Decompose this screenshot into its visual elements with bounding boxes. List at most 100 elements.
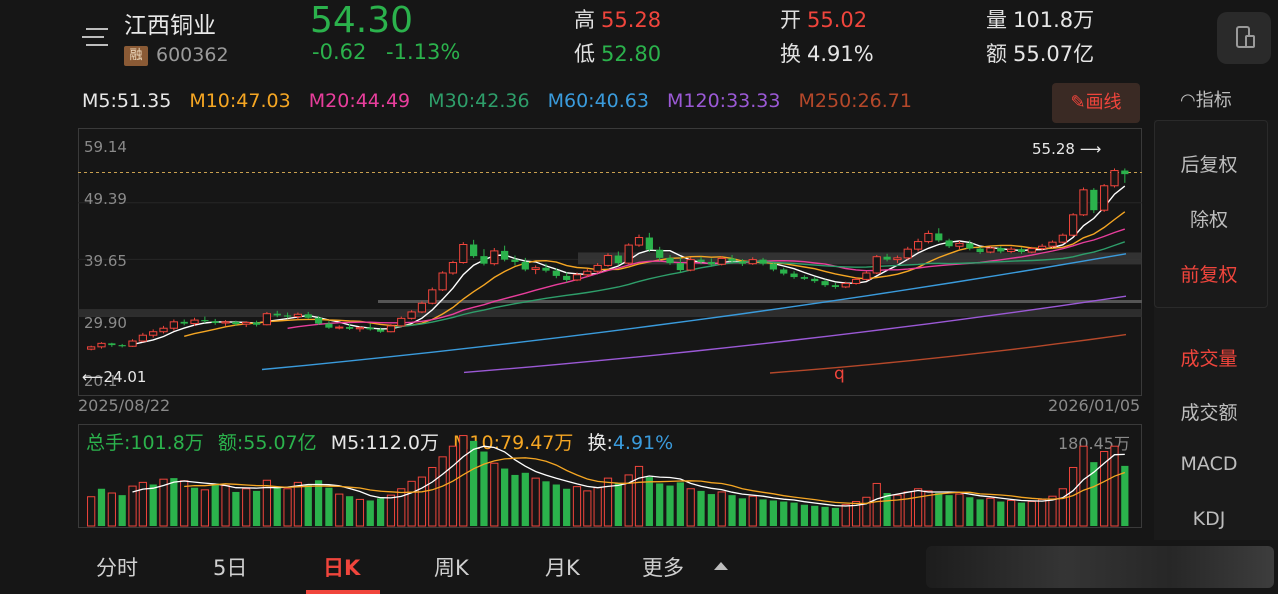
caret-up-icon[interactable]	[714, 562, 728, 570]
volume-bar-down	[800, 504, 809, 526]
volume-bar-down	[273, 486, 281, 526]
candle-up	[386, 325, 396, 333]
amount-stat: 额 55.07亿	[986, 42, 1095, 66]
volume-bar-down	[149, 484, 157, 526]
volume-bar-up	[417, 476, 427, 527]
candle-down	[314, 317, 323, 324]
volume-legend: 总手:101.8万 额:55.07亿 M5:112.0万 M10:79.47万 …	[86, 428, 673, 455]
candle-down	[480, 256, 488, 264]
low-stat: 低 52.80	[574, 42, 662, 66]
volume-bar-up	[572, 486, 582, 527]
candle-up	[893, 257, 902, 261]
volume-bar-down	[821, 506, 829, 526]
draw-line-button[interactable]: ✎画线	[1052, 83, 1140, 123]
stock-name: 江西铜业	[124, 13, 216, 39]
candle-down	[614, 255, 622, 264]
sidebar-item-volume[interactable]: 成交量	[1180, 348, 1238, 370]
tab-more[interactable]: 更多	[642, 556, 684, 580]
volume-bar-up	[283, 488, 292, 527]
candle-up	[1027, 248, 1036, 253]
volume-bar-down	[252, 490, 261, 526]
candle-down	[501, 250, 509, 260]
volume-bar-down	[945, 495, 953, 526]
volume-bar-up	[242, 488, 251, 527]
volume-bar-down	[97, 488, 106, 526]
sidebar-item-post-adjust[interactable]: 后复权	[1180, 154, 1238, 176]
candle-up	[851, 278, 861, 284]
volume-bar-up	[221, 485, 230, 527]
candle-up	[490, 250, 499, 265]
candle-up	[221, 321, 230, 324]
ma-legend: M5:51.35 M10:47.03 M20:44.49 M30:42.36 M…	[82, 90, 924, 112]
vol-turnover-label: 换:	[587, 432, 613, 454]
candle-up	[717, 257, 726, 265]
total-volume: 总手:101.8万	[86, 432, 204, 454]
support-band	[578, 252, 1142, 265]
ma10-label: M10:47.03	[189, 90, 291, 112]
candle-up	[1069, 214, 1078, 236]
volume-bar-down	[1121, 465, 1129, 526]
volume-bar-up	[200, 489, 209, 527]
candle-down	[759, 259, 767, 264]
candle-up	[872, 256, 881, 274]
volume-bar-down	[325, 487, 333, 526]
candle-up	[355, 327, 365, 330]
arrow-right-icon: ⟶	[1079, 140, 1102, 158]
sidebar-item-amount[interactable]: 成交额	[1180, 402, 1238, 424]
sidebar-item-ex-rights[interactable]: 除权	[1189, 209, 1228, 231]
volume-chart[interactable]	[78, 424, 1142, 528]
tab-monthly-k[interactable]: 月K	[545, 556, 580, 580]
volume-bar-up	[593, 487, 602, 527]
candle-up	[531, 267, 540, 271]
candle-up	[748, 259, 757, 265]
price-change: -0.62	[312, 40, 367, 64]
volume-bar-down	[790, 502, 798, 526]
volume-bar-down	[676, 482, 684, 526]
volume-bar-up	[903, 491, 912, 527]
device-switch-button[interactable]	[1217, 12, 1271, 64]
volume-bar-up	[138, 481, 147, 527]
volume-bar-up	[1027, 501, 1036, 527]
ma10-line	[184, 211, 1126, 337]
watermark-overlay	[926, 546, 1274, 588]
sidebar-item-macd[interactable]: MACD	[1180, 453, 1238, 475]
volume-bar-up	[1048, 495, 1057, 527]
volume-bar-down	[190, 487, 199, 526]
candle-down	[976, 248, 984, 253]
volume-bar-down	[366, 500, 374, 526]
volume-bar-up	[986, 497, 995, 527]
volume-bar-up	[872, 482, 881, 527]
volume-bar-down	[470, 440, 478, 526]
sidebar-item-pre-adjust[interactable]: 前复权	[1180, 264, 1238, 286]
x-end-date: 2026/01/05	[1048, 396, 1141, 415]
ma60-label: M60:40.63	[547, 90, 649, 112]
candle-up	[87, 346, 96, 350]
candle-down	[883, 256, 891, 260]
tab-weekly-k[interactable]: 周K	[434, 556, 469, 580]
menu-icon[interactable]	[82, 26, 110, 48]
candle-down	[811, 278, 819, 282]
tab-5day[interactable]: 5日	[213, 556, 248, 580]
tab-intraday[interactable]: 分时	[96, 556, 138, 580]
candle-up	[955, 242, 964, 247]
tab-daily-k[interactable]: 日K	[323, 556, 361, 580]
volume-bar-down	[780, 501, 788, 526]
candle-up	[448, 262, 458, 274]
volume-bar-up	[1100, 451, 1109, 527]
candle-down	[666, 257, 674, 264]
volume-bar-up	[634, 465, 644, 527]
candle-up	[242, 321, 251, 325]
ma250-label: M250:26.71	[798, 90, 912, 112]
open-stat: 开 55.02	[780, 8, 868, 32]
volume-bar-down	[666, 485, 674, 526]
candle-up	[862, 272, 871, 280]
volume-bar-down	[376, 498, 385, 526]
kline-chart[interactable]	[78, 128, 1142, 396]
candle-down	[232, 321, 240, 325]
volume-bar-up	[262, 479, 272, 527]
candle-down	[108, 343, 116, 346]
volume-bar-down	[480, 451, 488, 526]
sidebar-item-kdj[interactable]: KDJ	[1192, 508, 1226, 530]
indicator-button[interactable]: ◠指标	[1180, 90, 1232, 111]
arrow-left-icon: ⟵	[82, 368, 104, 386]
